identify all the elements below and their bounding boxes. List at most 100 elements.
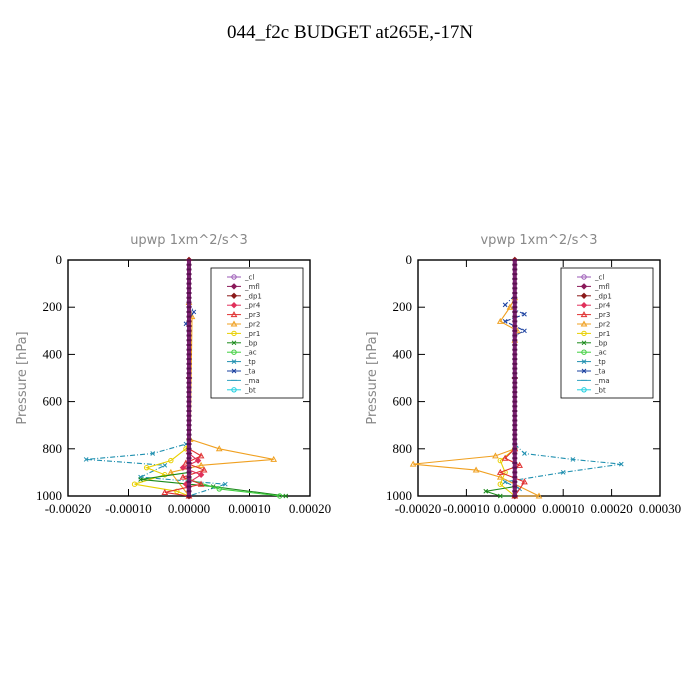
page-title: 044_f2c BUDGET at265E,-17N xyxy=(226,22,474,43)
data-point xyxy=(186,343,192,346)
data-point xyxy=(522,311,527,317)
legend-marker xyxy=(581,274,587,280)
data-point xyxy=(186,339,192,342)
chart-title: vpwp 1xm^2/s^3 xyxy=(480,233,597,248)
x-tick-label: -0.00010 xyxy=(443,501,490,516)
data-point xyxy=(512,495,518,497)
series-line xyxy=(86,436,226,497)
y-tick-label: 200 xyxy=(43,299,63,314)
legend-label: _pr1 xyxy=(244,330,260,338)
legend-marker xyxy=(230,292,238,300)
data-point xyxy=(186,367,192,370)
data-point xyxy=(197,480,205,487)
legend-marker xyxy=(230,311,238,318)
data-point xyxy=(512,386,518,389)
data-point xyxy=(512,348,518,351)
legend-marker xyxy=(580,283,588,290)
data-point xyxy=(186,259,192,261)
data-point xyxy=(512,268,518,271)
legend-marker xyxy=(231,359,237,364)
legend-marker xyxy=(231,340,237,346)
data-point xyxy=(186,476,192,479)
legend-marker xyxy=(580,311,588,318)
legend-label: _dp1 xyxy=(594,292,612,300)
data-point xyxy=(197,471,205,478)
data-point xyxy=(512,287,518,290)
x-tick-label: -0.00020 xyxy=(395,501,442,516)
data-point xyxy=(186,348,192,351)
data-point xyxy=(186,287,192,290)
legend-marker xyxy=(230,320,238,327)
data-point xyxy=(512,306,518,309)
data-point xyxy=(186,428,192,431)
data-point xyxy=(501,454,509,461)
data-point xyxy=(512,433,518,436)
data-point xyxy=(521,478,528,485)
data-point xyxy=(186,490,192,493)
data-point xyxy=(138,477,143,482)
data-point xyxy=(186,405,192,408)
data-point xyxy=(197,452,205,459)
data-point xyxy=(512,282,518,285)
data-point xyxy=(512,296,518,299)
data-point xyxy=(512,310,518,313)
y-tick-label: 1000 xyxy=(36,488,62,503)
data-point xyxy=(512,381,518,384)
data-point xyxy=(497,493,503,499)
series-line xyxy=(134,439,190,497)
data-point xyxy=(512,485,518,488)
y-axis-label: Pressure [hPa] xyxy=(365,331,380,424)
data-point xyxy=(186,268,192,271)
legend-label: _pr3 xyxy=(594,311,610,319)
legend-label: _ac xyxy=(244,349,257,357)
data-point xyxy=(512,377,518,379)
legend-marker xyxy=(231,274,237,280)
x-tick-label: 0.00010 xyxy=(542,501,584,516)
y-tick-label: 600 xyxy=(393,394,413,409)
data-point xyxy=(512,263,518,266)
series-line xyxy=(140,471,286,497)
data-point xyxy=(512,362,518,365)
data-point xyxy=(512,438,518,441)
legend-marker xyxy=(581,330,587,337)
data-point xyxy=(186,386,192,389)
data-point xyxy=(512,419,518,422)
legend-label: _bt xyxy=(244,386,256,394)
legend-label: _tp xyxy=(594,358,606,366)
legend: _cl_mfl_dp1_pr4_pr3_pr2_pr1_bp_ac_tp_ta_… xyxy=(560,267,654,399)
data-point xyxy=(512,447,518,450)
data-point xyxy=(512,476,518,479)
data-point xyxy=(186,329,192,332)
data-point xyxy=(179,473,187,480)
data-point xyxy=(512,443,518,446)
data-point xyxy=(570,457,576,462)
data-point xyxy=(409,460,417,467)
y-tick-label: 600 xyxy=(43,394,63,409)
data-point xyxy=(512,391,518,394)
x-tick-label: 0.00020 xyxy=(289,501,331,516)
legend-label: _mfl xyxy=(244,283,260,291)
legend-box xyxy=(560,267,654,399)
data-point xyxy=(512,457,518,460)
data-point xyxy=(512,277,518,280)
series-line xyxy=(188,478,280,497)
data-point xyxy=(174,488,180,494)
data-point xyxy=(216,486,222,492)
data-point xyxy=(512,466,518,469)
data-point xyxy=(512,358,518,361)
data-point xyxy=(143,464,150,471)
data-point xyxy=(167,468,175,475)
legend-label: _ma xyxy=(244,377,260,385)
data-point xyxy=(186,466,192,469)
data-point xyxy=(186,315,192,318)
data-point xyxy=(161,488,169,495)
legend-label: _ta xyxy=(244,368,256,376)
data-point xyxy=(186,443,192,446)
legend-label: _pr2 xyxy=(594,321,610,329)
data-point xyxy=(512,353,518,356)
data-point xyxy=(186,377,192,379)
legend-marker xyxy=(230,283,238,290)
data-point xyxy=(222,481,228,487)
data-point xyxy=(506,303,514,310)
